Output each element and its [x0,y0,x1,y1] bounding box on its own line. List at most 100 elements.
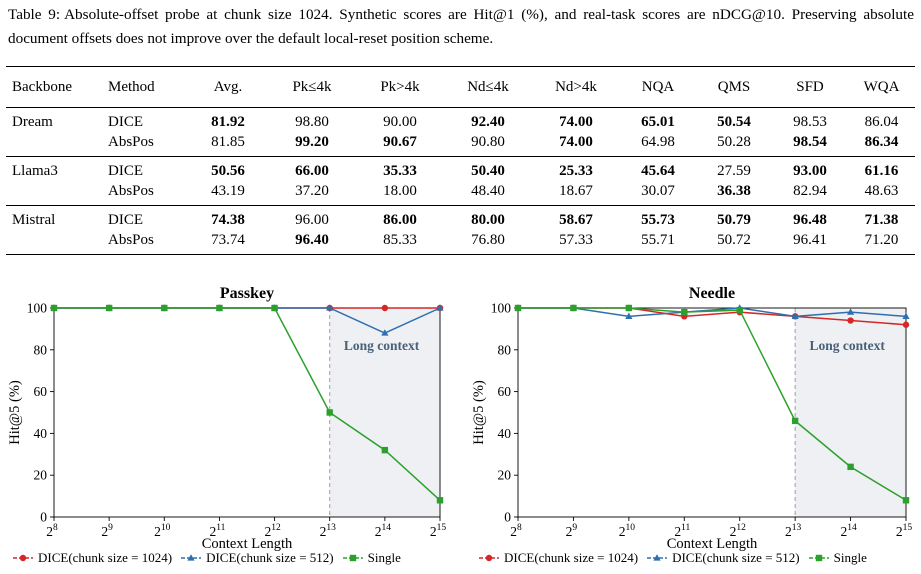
x-tick-label: 215 [896,523,913,539]
score-cell: 74.00 [559,134,593,150]
backbone-cell: Mistral [12,212,56,228]
legend-label: Single [367,550,401,565]
data-point [381,446,389,454]
legend-item: Single [808,550,867,566]
chart-title: Needle [689,285,735,302]
score-cell: 98.53 [793,114,827,130]
legend-swatch-circle-icon [13,554,33,562]
plot-frame [517,307,907,518]
table-row: Mistral DICE 74.38 96.00 86.00 80.00 58.67 55.7… [6,205,915,231]
x-tick-exponent: 11 [681,523,690,533]
score-cell: 48.63 [864,183,899,199]
legend-swatch-square-icon [342,554,363,562]
x-tick-exponent: 8 [53,523,58,533]
table-caption-label: Table 9: [8,6,61,23]
score-cell: 55.71 [641,232,675,248]
score-cell: 73.74 [211,232,245,248]
series-line [518,307,907,318]
table-caption-text: Absolute-offset probe at chunk size 1024… [8,6,914,47]
score-cell: 43.19 [211,183,245,199]
data-point [570,304,577,312]
x-tick-exponent: 15 [437,523,447,533]
legend-item: DICE(chunk size = 1024) [478,550,638,566]
score-cell: 86.34 [864,134,899,150]
score-cell: 71.38 [864,212,899,228]
y-tick-label: 60 [34,384,48,399]
backbone-cell [6,230,102,255]
y-tick-label: 20 [34,468,48,483]
y-tick-label: 40 [34,426,48,441]
x-tick-label: 29 [566,523,578,539]
y-tick-label: 100 [27,301,48,316]
score-cell: 90.80 [471,134,505,150]
legend-marker [349,554,356,562]
score-cell: 25.33 [559,163,593,179]
score-cell: 74.38 [211,212,245,228]
score-cell: 80.00 [471,212,505,228]
data-point [625,304,633,312]
score-cell: 57.33 [559,232,593,248]
table-header-cell: Pk>4k [380,79,420,95]
y-tick-label: 0 [40,510,47,525]
chart-svg: Long context Passkey 0 20 40 60 80 100 Hit@5 (%)… [7,285,447,552]
data-point [381,304,389,312]
x-tick-exponent: 9 [108,523,113,533]
table-header-cell: Nd≤4k [467,79,509,95]
score-cell: 90.00 [383,114,417,130]
results-table: Backbone Method Avg. Pk≤4k Pk>4k Nd≤4k Nd>4k NQ… [6,66,915,255]
data-point [846,308,855,315]
x-tick-label: 28 [46,523,58,539]
score-cell: 90.67 [383,134,417,150]
y-tick-label: 20 [498,468,512,483]
backbone-cell: Llama3 [12,163,58,179]
y-tick-label: 80 [498,342,512,357]
x-tick-label: 215 [430,523,447,539]
score-cell: 35.33 [383,163,417,179]
x-tick-exponent: 15 [903,523,913,533]
data-point [161,304,168,312]
y-tick-label: 40 [498,426,512,441]
x-tick-label: 28 [510,523,522,539]
legend-swatch-triangle-icon [181,554,202,561]
score-cell: 36.38 [717,183,751,199]
y-axis-label: Hit@5 (%) [7,380,23,445]
method-cell: AbsPos [108,183,154,199]
method-cell: AbsPos [108,232,154,248]
score-cell: 81.85 [211,134,245,150]
table-row: AbsPos 43.19 37.20 18.00 48.40 18.67 30.07 36.3… [6,181,915,206]
data-point [271,304,278,312]
x-tick-exponent: 10 [161,523,171,533]
needle-legend: DICE(chunk size = 1024) DICE(chunk size =… [478,550,875,566]
data-point [681,308,688,316]
x-tick-label: 214 [375,523,392,539]
passkey-chart: Long context Passkey 0 20 40 60 80 100 Hit@5 (%)… [6,276,450,552]
long-context-label: Long context [810,338,886,353]
score-cell: 27.59 [717,163,751,179]
table-header-cell: Method [108,79,155,95]
legend-marker [815,554,822,562]
legend-marker [19,554,27,562]
score-cell: 99.20 [295,134,329,150]
data-point [847,317,854,324]
score-cell: 86.04 [864,114,899,130]
x-tick-label: 213 [785,523,802,539]
legend-item: Single [342,550,401,566]
score-cell: 96.00 [295,212,329,228]
score-cell: 96.40 [295,232,329,248]
method-cell: DICE [108,114,143,130]
chart-svg: Long context Needle 0 20 40 60 80 100 Hit@5 (%) 2… [471,285,913,552]
y-tick-label: 100 [491,301,512,316]
x-tick-exponent: 12 [271,523,281,533]
table-row: Dream DICE 81.92 98.80 90.00 92.40 74.00 65.01 5… [6,108,915,133]
data-point [436,497,444,504]
table-row: AbsPos 73.74 96.40 85.33 76.80 57.33 55.71 50.7… [6,230,915,255]
table-header-cell: NQA [641,79,675,95]
legend-item: DICE(chunk size = 512) [180,550,334,566]
legend-label: DICE(chunk size = 1024) [504,550,639,565]
score-cell: 50.28 [717,134,751,150]
score-cell: 50.72 [717,232,751,248]
series-line [54,307,441,501]
legend-label: Single [833,550,867,565]
y-tick-label: 0 [504,510,511,525]
x-tick-label: 210 [619,523,636,539]
